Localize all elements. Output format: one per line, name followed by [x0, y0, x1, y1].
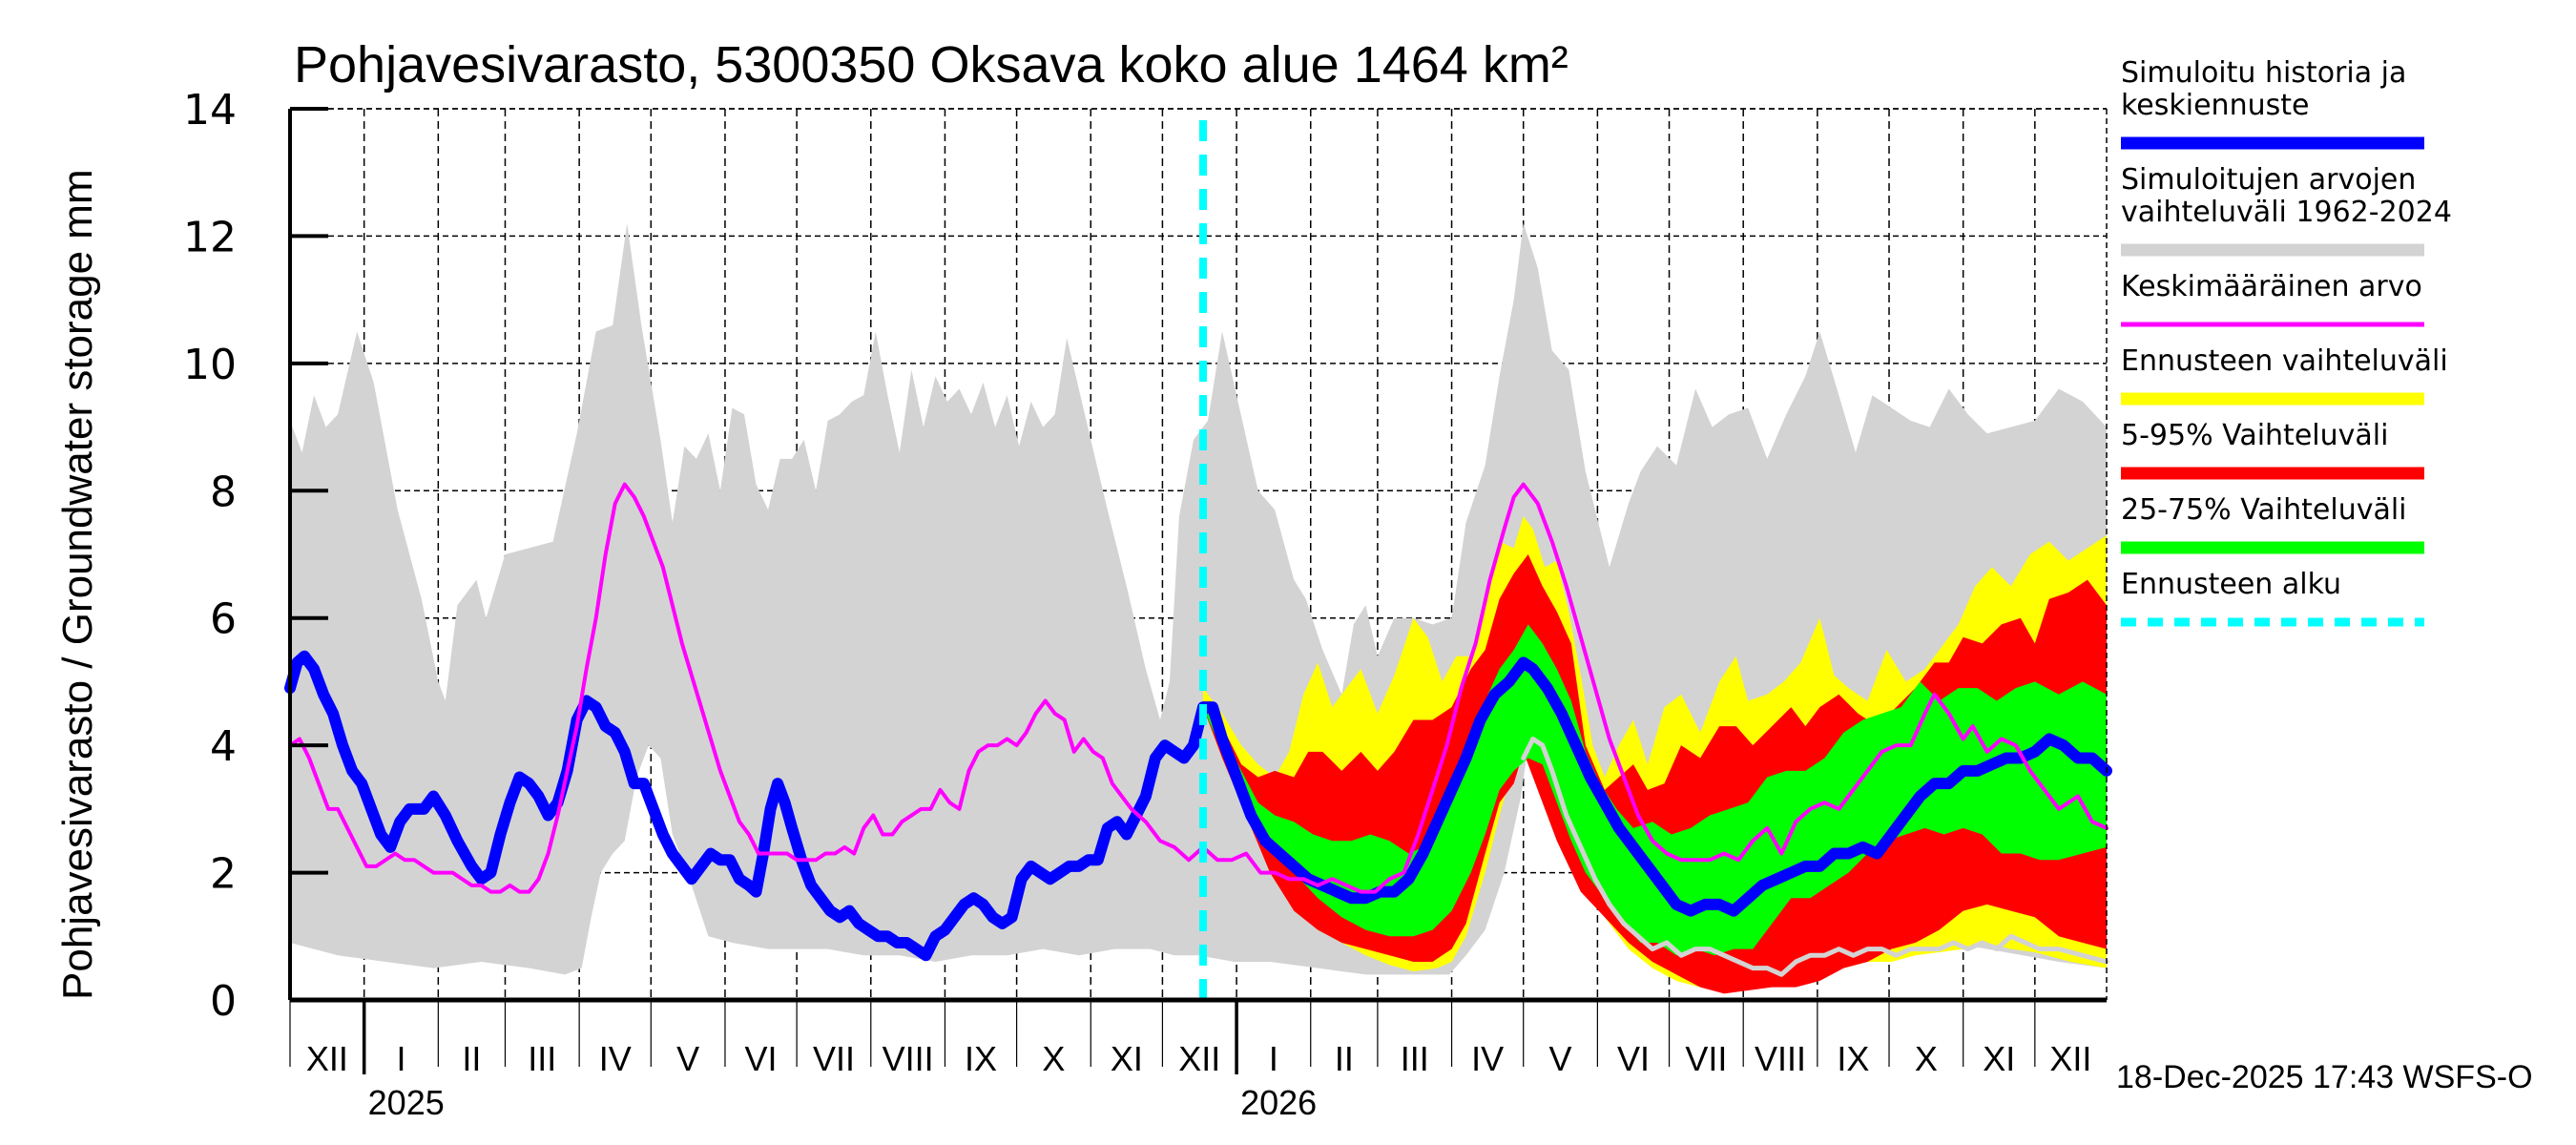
legend-label: Simuloitu historia ja: [2121, 56, 2406, 90]
timestamp-footer: 18-Dec-2025 17:43 WSFS-O: [2116, 1059, 2533, 1095]
month-tick-label: III: [528, 1039, 556, 1078]
legend-label: Ennusteen vaihteluväli: [2121, 344, 2448, 378]
y-tick-label: 14: [183, 86, 237, 135]
month-tick-label: X: [1042, 1039, 1065, 1078]
month-tick-label: IX: [1837, 1039, 1869, 1078]
month-tick-label: VIII: [1755, 1039, 1806, 1078]
band-series-3: [1203, 624, 2107, 956]
month-tick-label: XII: [306, 1039, 348, 1078]
month-tick-label: III: [1401, 1039, 1429, 1078]
y-tick-label: 4: [210, 722, 237, 771]
month-tick-label: I: [396, 1039, 405, 1078]
y-tick-label: 6: [210, 595, 237, 644]
y-axis-label: Pohjavesivarasto / Groundwater storage m…: [54, 169, 101, 1000]
legend-label: Simuloitujen arvojen: [2121, 163, 2416, 197]
legend-label: Ennusteen alku: [2121, 568, 2341, 601]
legend-label: 25-75% Vaihteluväli: [2121, 493, 2407, 527]
month-tick-label: VII: [1685, 1039, 1727, 1078]
year-tick-label: 2026: [1240, 1083, 1317, 1122]
year-tick-label: 2025: [368, 1083, 445, 1122]
y-tick-label: 12: [183, 213, 237, 261]
line-series-5: [288, 482, 2109, 894]
month-tick-label: XI: [1111, 1039, 1143, 1078]
month-tick-label: V: [1549, 1039, 1572, 1078]
month-tick-label: VIII: [883, 1039, 934, 1078]
x-ticks: XII I II III IV V VI VII VIII IX X XI XII I II III IV V VI…: [289, 1000, 2091, 1122]
legend-label: keskiennuste: [2121, 89, 2309, 122]
month-tick-label: I: [1269, 1039, 1278, 1078]
month-tick-label: II: [1335, 1039, 1354, 1078]
axes: [288, 107, 2108, 1003]
y-ticks: 0 2 4 6 8 10 12 14: [183, 86, 237, 1026]
month-tick-label: VI: [1617, 1039, 1650, 1078]
legend-label: Keskimääräinen arvo: [2121, 270, 2422, 303]
month-tick-label: XII: [2049, 1039, 2091, 1078]
legend-label: vaihteluväli 1962-2024: [2121, 196, 2452, 229]
month-tick-label: IX: [965, 1039, 997, 1078]
lines-layer: [284, 482, 2112, 977]
month-tick-label: XII: [1178, 1039, 1220, 1078]
month-tick-label: II: [462, 1039, 481, 1078]
legend-label: 5-95% Vaihteluväli: [2121, 419, 2388, 452]
month-tick-label: IV: [1471, 1039, 1504, 1078]
month-tick-label: X: [1915, 1039, 1938, 1078]
y-tick-label: 10: [183, 341, 237, 389]
y-tick-label: 0: [210, 977, 237, 1026]
bands-layer: [290, 223, 2107, 994]
y-tick-label: 2: [210, 850, 237, 899]
month-tick-label: VII: [813, 1039, 855, 1078]
y-tick-label: 8: [210, 468, 237, 516]
month-tick-label: XI: [1983, 1039, 2015, 1078]
month-tick-label: V: [676, 1039, 699, 1078]
line-series-4: [284, 650, 2112, 962]
month-tick-label: VI: [745, 1039, 778, 1078]
chart-title: Pohjavesivarasto, 5300350 Oksava koko al…: [294, 36, 1568, 94]
month-tick-label: IV: [599, 1039, 632, 1078]
line-series-6: [1521, 736, 2109, 977]
